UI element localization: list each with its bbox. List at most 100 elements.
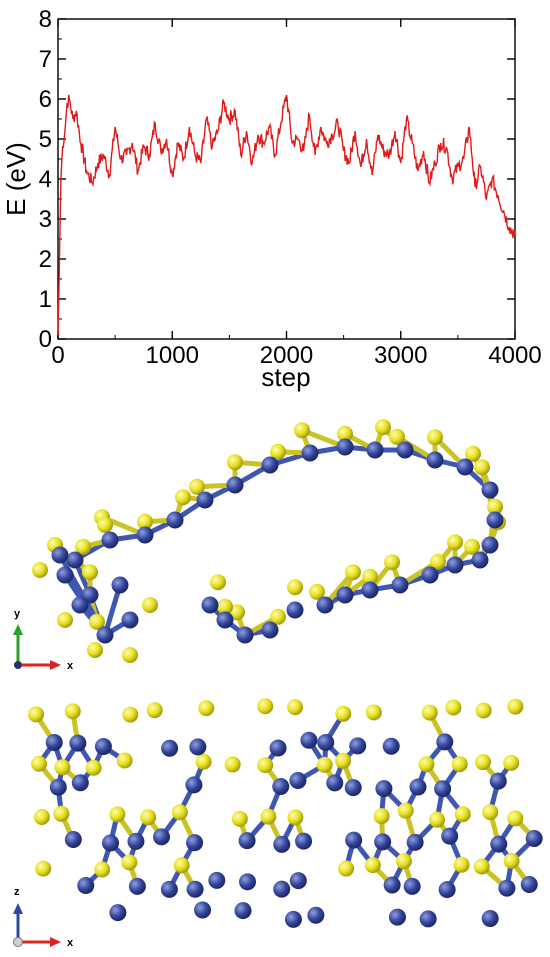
metal-atom — [289, 772, 307, 790]
bond — [102, 582, 123, 638]
metal-atom — [269, 739, 287, 757]
sulfur-atom — [430, 553, 446, 570]
sulfur-atom — [64, 703, 81, 720]
top-triad-y-label: y — [14, 608, 21, 620]
metal-atom — [56, 566, 74, 584]
sulfur-atom — [445, 699, 462, 716]
sulfur-atom — [189, 478, 205, 495]
sulfur-atom — [224, 756, 241, 773]
x-tick-label: 0 — [51, 342, 64, 369]
metal-atom — [481, 536, 499, 554]
side-view-atoms — [28, 698, 543, 928]
x-axis-ticks: 0 1000 2000 3000 4000 — [51, 19, 542, 369]
metal-atom — [317, 733, 335, 751]
metal-atom — [96, 626, 114, 644]
metal-atom — [261, 621, 279, 639]
plot-area: 0 1 2 3 4 5 6 7 8 0 1000 2000 3000 4000 — [39, 6, 542, 369]
plot-frame — [57, 18, 516, 340]
sulfur-atom — [337, 425, 353, 442]
sulfur-atom — [487, 498, 503, 515]
sulfur-atom — [33, 808, 50, 825]
metal-atom — [160, 880, 178, 898]
metal-atom — [525, 830, 543, 848]
energy-series-line — [57, 94, 516, 336]
sulfur-atom — [309, 583, 325, 600]
metal-atom — [520, 876, 538, 894]
sulfur-atom — [427, 429, 443, 446]
metal-atom — [388, 908, 406, 926]
y-tick-label: 3 — [39, 206, 52, 233]
metal-atom — [481, 909, 499, 927]
metal-atom — [186, 880, 204, 898]
x-tick-label: 1000 — [146, 342, 199, 369]
metal-atom — [336, 438, 354, 456]
sulfur-atom — [454, 806, 471, 823]
sulfur-atom — [345, 564, 361, 581]
metal-atom — [261, 456, 279, 474]
y-tick-label: 4 — [39, 166, 52, 193]
sulfur-atom — [362, 568, 378, 585]
sulfur-atom — [28, 706, 45, 723]
metal-atom — [326, 774, 344, 792]
sulfur-atom — [210, 574, 226, 591]
sulfur-atom — [97, 517, 113, 533]
metal-atom — [441, 827, 459, 845]
metal-atom — [273, 880, 291, 898]
metal-atom — [409, 778, 427, 796]
metal-atom — [286, 601, 304, 619]
sulfur-atom — [373, 808, 390, 825]
metal-atom — [49, 778, 67, 796]
metal-atom — [344, 779, 362, 797]
metal-atom — [498, 879, 516, 897]
axis-triad-xz: z x — [13, 886, 74, 949]
structure-top-view: y x — [13, 419, 506, 672]
sulfur-atom — [175, 489, 191, 506]
metal-atom — [426, 451, 444, 469]
sulfur-atom — [87, 642, 103, 658]
sulfur-atom — [146, 702, 163, 719]
sulfur-atom — [316, 756, 333, 773]
sulfur-atom — [451, 756, 468, 773]
metal-atom — [66, 551, 84, 569]
sulfur-atom — [335, 705, 352, 722]
metal-atom — [186, 834, 204, 852]
sulfur-atom — [507, 810, 524, 827]
y-tick-label: 0 — [39, 326, 52, 353]
metal-atom — [307, 906, 325, 924]
metal-atom — [406, 833, 424, 851]
metal-atom — [316, 596, 334, 614]
sulfur-atom — [475, 702, 492, 719]
y-tick-label: 8 — [39, 6, 52, 33]
metal-atom — [136, 526, 154, 544]
metal-atom — [471, 551, 489, 569]
metal-atom — [127, 832, 145, 850]
sulfur-atom — [397, 802, 414, 819]
metal-atom — [434, 780, 452, 798]
sulfur-atom — [198, 700, 215, 717]
metal-atom — [94, 738, 112, 756]
metal-atom — [490, 835, 508, 853]
sulfur-atom — [365, 704, 382, 721]
metal-atom — [361, 581, 379, 599]
sulfur-atom — [231, 810, 248, 827]
sulfur-atom — [229, 604, 245, 621]
metal-atom — [201, 596, 219, 614]
sulfur-atom — [173, 857, 190, 874]
metal-atom — [486, 511, 504, 529]
sulfur-atom — [122, 706, 139, 723]
sulfur-atom — [75, 538, 91, 555]
metal-atom — [301, 444, 319, 462]
y-tick-label: 7 — [39, 46, 52, 73]
metal-atom — [419, 910, 437, 928]
metal-atom — [185, 776, 203, 794]
sulfur-atom — [418, 756, 435, 773]
sulfur-atom — [260, 808, 277, 825]
metal-atom — [336, 586, 354, 604]
metal-atom — [109, 904, 127, 922]
sulfur-atom — [217, 598, 233, 615]
sulfur-atom — [503, 852, 520, 869]
metal-atom — [403, 877, 421, 895]
metal-atom — [111, 576, 129, 594]
metal-atom — [45, 734, 63, 752]
metal-atom — [239, 873, 257, 891]
